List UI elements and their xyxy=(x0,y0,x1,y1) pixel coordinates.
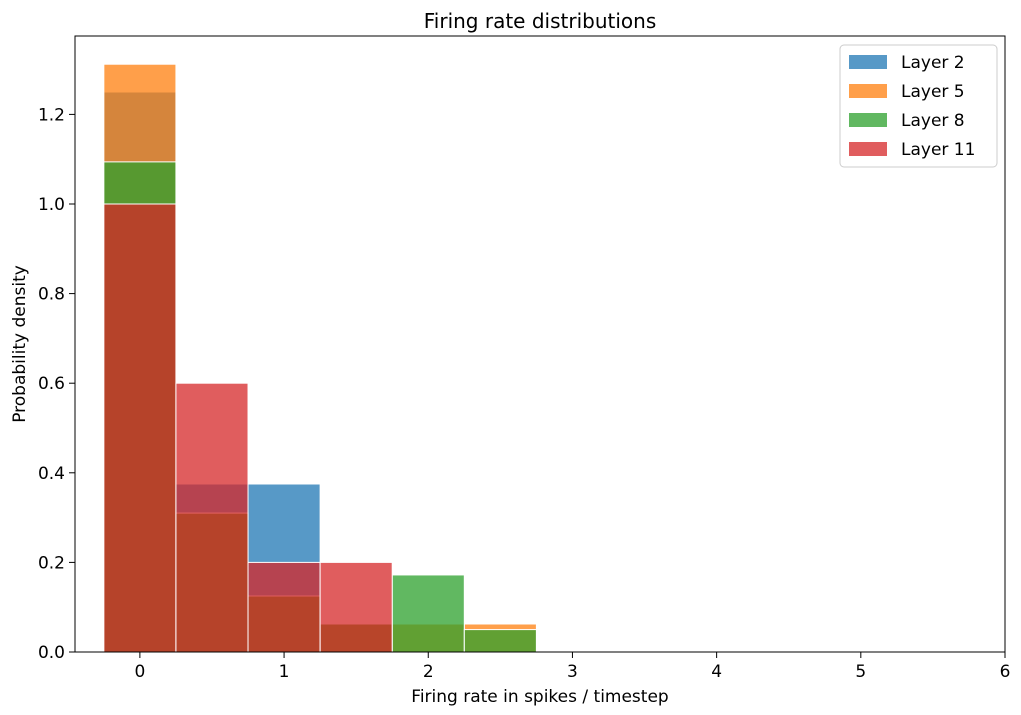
x-tick-label: 1 xyxy=(279,662,290,682)
y-axis-title: Probability density xyxy=(10,265,30,423)
y-tick-label: 1.2 xyxy=(38,105,65,125)
legend-label: Layer 11 xyxy=(901,140,975,160)
x-tick-label: 4 xyxy=(711,662,722,682)
x-tick-label: 2 xyxy=(423,662,434,682)
legend-box xyxy=(839,44,998,168)
legend: Layer 2 Layer 5 Layer 8 Layer 11 xyxy=(839,44,998,168)
plot-frame xyxy=(74,35,1006,653)
y-tick-label: 0.8 xyxy=(38,285,65,305)
legend-swatch xyxy=(849,142,887,156)
x-tick-label: 5 xyxy=(855,662,866,682)
x-tick-label: 0 xyxy=(134,662,145,682)
legend-swatch xyxy=(849,55,887,69)
x-tick-label: 6 xyxy=(1000,662,1011,682)
legend-label: Layer 8 xyxy=(901,111,965,131)
legend-swatch xyxy=(849,113,887,127)
y-tick-label: 1.0 xyxy=(38,195,65,215)
x-axis-ticks: 0 1 2 3 4 5 6 xyxy=(134,652,1010,682)
bar-layer-11-bin-2 xyxy=(247,561,321,653)
legend-swatch xyxy=(849,84,887,98)
y-tick-label: 0.0 xyxy=(38,643,65,663)
bar-layer-11-bin-0 xyxy=(103,203,177,653)
legend-label: Layer 5 xyxy=(901,82,965,102)
bars-group xyxy=(103,63,537,653)
y-tick-label: 0.2 xyxy=(38,553,65,573)
chart-title: Firing rate distributions xyxy=(424,9,657,33)
bar-layer-8-bin-4 xyxy=(391,574,465,653)
x-axis-title: Firing rate in spikes / timestep xyxy=(411,687,668,707)
x-tick-label: 3 xyxy=(567,662,578,682)
y-tick-label: 0.4 xyxy=(38,464,65,484)
bar-layer-11-bin-1 xyxy=(175,382,249,653)
y-tick-label: 0.6 xyxy=(38,374,65,394)
bar-layer-11-bin-3 xyxy=(319,561,393,653)
bar-layer-8-bin-5 xyxy=(463,629,537,653)
y-axis-ticks: 0.0 0.2 0.4 0.6 0.8 1.0 1.2 xyxy=(38,105,75,663)
legend-label: Layer 2 xyxy=(901,53,965,73)
